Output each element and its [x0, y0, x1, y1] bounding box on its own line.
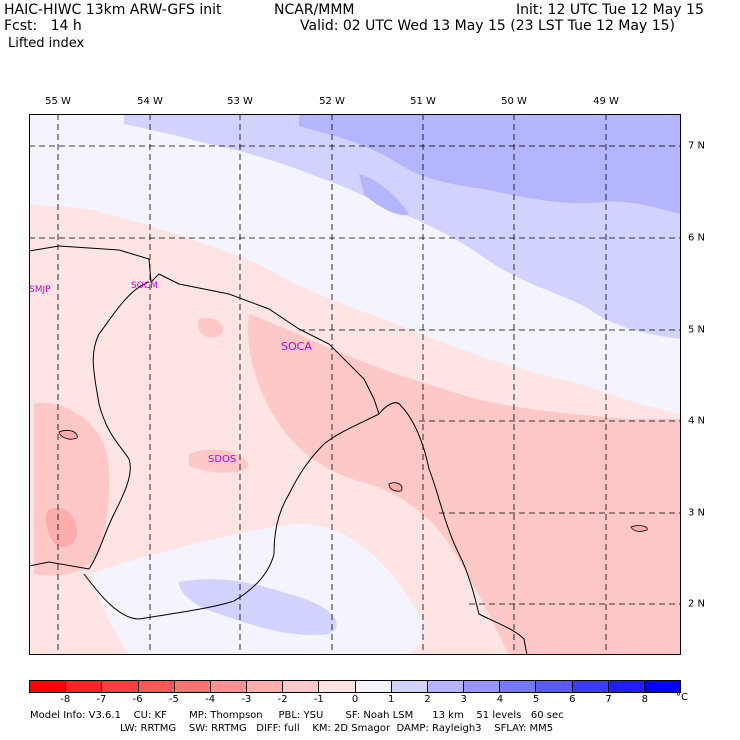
colorbar-tick-label: 3	[460, 694, 467, 705]
unstable-zone-east	[248, 314, 681, 655]
colorbar-swatch	[644, 681, 681, 692]
lat-label: 7 N	[688, 140, 706, 152]
org-label: NCAR/MMM	[274, 2, 355, 18]
colorbar-swatch	[464, 681, 501, 692]
field-name: Lifted index	[8, 36, 85, 51]
colorbar-swatch	[391, 681, 428, 692]
colorbar-tick-label: -5	[168, 694, 179, 705]
unstable-core-contour	[388, 482, 403, 492]
lat-label: 2 N	[688, 598, 706, 610]
lon-label: 51 W	[410, 96, 436, 107]
lon-label: 49 W	[593, 96, 619, 107]
colorbar-tick-label: 6	[569, 694, 576, 705]
border-suriname	[29, 281, 150, 570]
unstable-core	[45, 507, 77, 548]
lifted-index-map: SMJP SOCM SOCA SDOS	[29, 114, 681, 655]
colorbar-swatch	[608, 681, 645, 692]
colorbar-swatch	[319, 681, 356, 692]
colorbar-swatch	[210, 681, 248, 692]
colorbar-swatch	[536, 681, 573, 692]
colorbar-swatch	[500, 681, 537, 692]
model-title: HAIC-HIWC 13km ARW-GFS init	[4, 2, 222, 18]
map-border	[29, 114, 681, 655]
lat-label: 3 N	[688, 507, 706, 519]
colorbar-swatch	[138, 681, 175, 692]
colorbar-swatch	[427, 681, 465, 692]
lon-label: 50 W	[501, 96, 527, 107]
colorbar-tick-label: -1	[313, 694, 324, 705]
colorbar-tick-label: -3	[241, 694, 252, 705]
colorbar-tick-label: 1	[388, 694, 395, 705]
lat-label: 4 N	[688, 415, 706, 427]
lon-label: 52 W	[319, 96, 345, 107]
colorbar-tick-label: 2	[424, 694, 431, 705]
model-info-line1: Model Info: V3.6.1 CU: KF MP: Thompson P…	[30, 710, 564, 721]
colorbar-unit: °C	[676, 692, 688, 703]
colorbar-swatch	[355, 681, 392, 692]
lat-lon-grid	[29, 114, 681, 655]
colorbar-swatch	[283, 681, 320, 692]
lat-label: 6 N	[688, 232, 706, 244]
colorbar-swatch	[247, 681, 284, 692]
colorbar-tick-label: 5	[532, 694, 540, 705]
stable-zone-strong	[299, 114, 681, 214]
unstable-patch	[197, 317, 223, 338]
colorbar-tick-label: -2	[277, 694, 288, 705]
colorbar-swatch	[66, 681, 103, 692]
stable-patch	[359, 174, 409, 216]
border-french-guiana	[83, 413, 380, 620]
lon-label: 53 W	[227, 96, 253, 107]
valid-time: Valid: 02 UTC Wed 13 May 15 (23 LST Tue …	[300, 18, 675, 34]
unstable-core-contour	[630, 525, 648, 532]
station-label: SOCA	[281, 340, 312, 353]
colorbar-tick-label: -6	[132, 694, 143, 705]
colorbar-tick-label: 7	[605, 694, 612, 705]
station-label: SOCM	[131, 281, 158, 291]
lon-label: 54 W	[137, 96, 163, 107]
colorbar-tick-label: -8	[60, 694, 71, 705]
border-brazil	[378, 402, 528, 655]
station-label: SDOS	[208, 454, 236, 465]
init-time: Init: 12 UTC Tue 12 May 15	[516, 2, 704, 18]
model-info-line2: LW: RRTMG SW: RRTMG DIFF: full KM: 2D Sm…	[120, 723, 554, 734]
lat-label: 5 N	[688, 324, 706, 336]
colorbar-tick-label: -4	[205, 694, 216, 705]
colorbar-tick-label: 8	[641, 694, 648, 705]
colorbar-swatch	[174, 681, 211, 692]
colorbar	[29, 680, 681, 693]
colorbar-tick-label: -7	[96, 694, 107, 705]
forecast-hour: Fcst: 14 h	[4, 18, 82, 34]
unstable-core-contour	[58, 430, 78, 440]
coastline	[29, 245, 380, 415]
unstable-patch	[189, 449, 249, 473]
stable-pool-core	[179, 579, 337, 635]
lon-label: 55 W	[45, 96, 71, 107]
station-label: SMJP	[29, 285, 51, 295]
colorbar-tick-label: 4	[496, 694, 504, 705]
colorbar-swatch	[30, 681, 67, 692]
colorbar-swatch	[102, 681, 139, 692]
colorbar-swatch	[572, 681, 609, 692]
colorbar-tick-label: 0	[351, 694, 359, 705]
